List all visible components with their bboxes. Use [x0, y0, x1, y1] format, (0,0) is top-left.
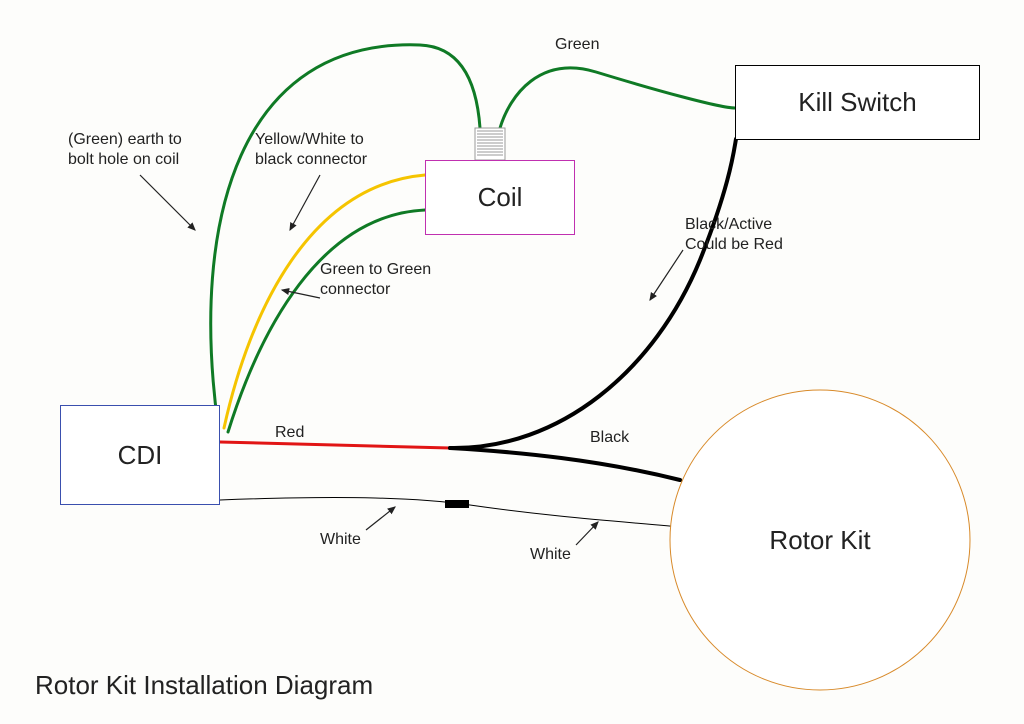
kill-switch-box: Kill Switch	[735, 65, 980, 140]
label-red: Red	[275, 423, 304, 443]
diagram-title: Rotor Kit Installation Diagram	[35, 670, 373, 701]
diagram-stage: CDI Coil Kill Switch Rotor Kit Green (Gr…	[0, 0, 1024, 724]
arrow-white-right	[576, 522, 598, 545]
kill-switch-label: Kill Switch	[798, 87, 916, 118]
green-coil-top-to-killswitch	[500, 68, 735, 128]
yellow-cdi-to-coil	[224, 175, 425, 428]
label-green-earth: (Green) earth to bolt hole on coil	[68, 130, 182, 170]
red-cdi-to-junction	[220, 442, 450, 448]
label-yellow-white: Yellow/White to black connector	[255, 130, 367, 170]
label-black: Black	[590, 428, 629, 448]
coil-box: Coil	[425, 160, 575, 235]
cdi-box: CDI	[60, 405, 220, 505]
arrow-yellow-white	[290, 175, 320, 230]
black-junction-to-rotor	[450, 448, 680, 480]
arrow-green-green	[282, 290, 320, 298]
rotor-kit-label: Rotor Kit	[769, 525, 870, 556]
label-green-top: Green	[555, 35, 599, 55]
label-white-right: White	[530, 545, 571, 565]
label-black-active: Black/Active Could be Red	[685, 215, 783, 255]
rotor-kit-circle: Rotor Kit	[670, 390, 970, 690]
label-green-to-green: Green to Green connector	[320, 260, 431, 300]
white-wire-marker	[445, 500, 469, 508]
arrow-black-active	[650, 250, 683, 300]
arrow-white-left	[366, 507, 395, 530]
label-white-left: White	[320, 530, 361, 550]
arrow-green-earth	[140, 175, 195, 230]
coil-label: Coil	[478, 182, 523, 213]
cdi-label: CDI	[118, 440, 163, 471]
